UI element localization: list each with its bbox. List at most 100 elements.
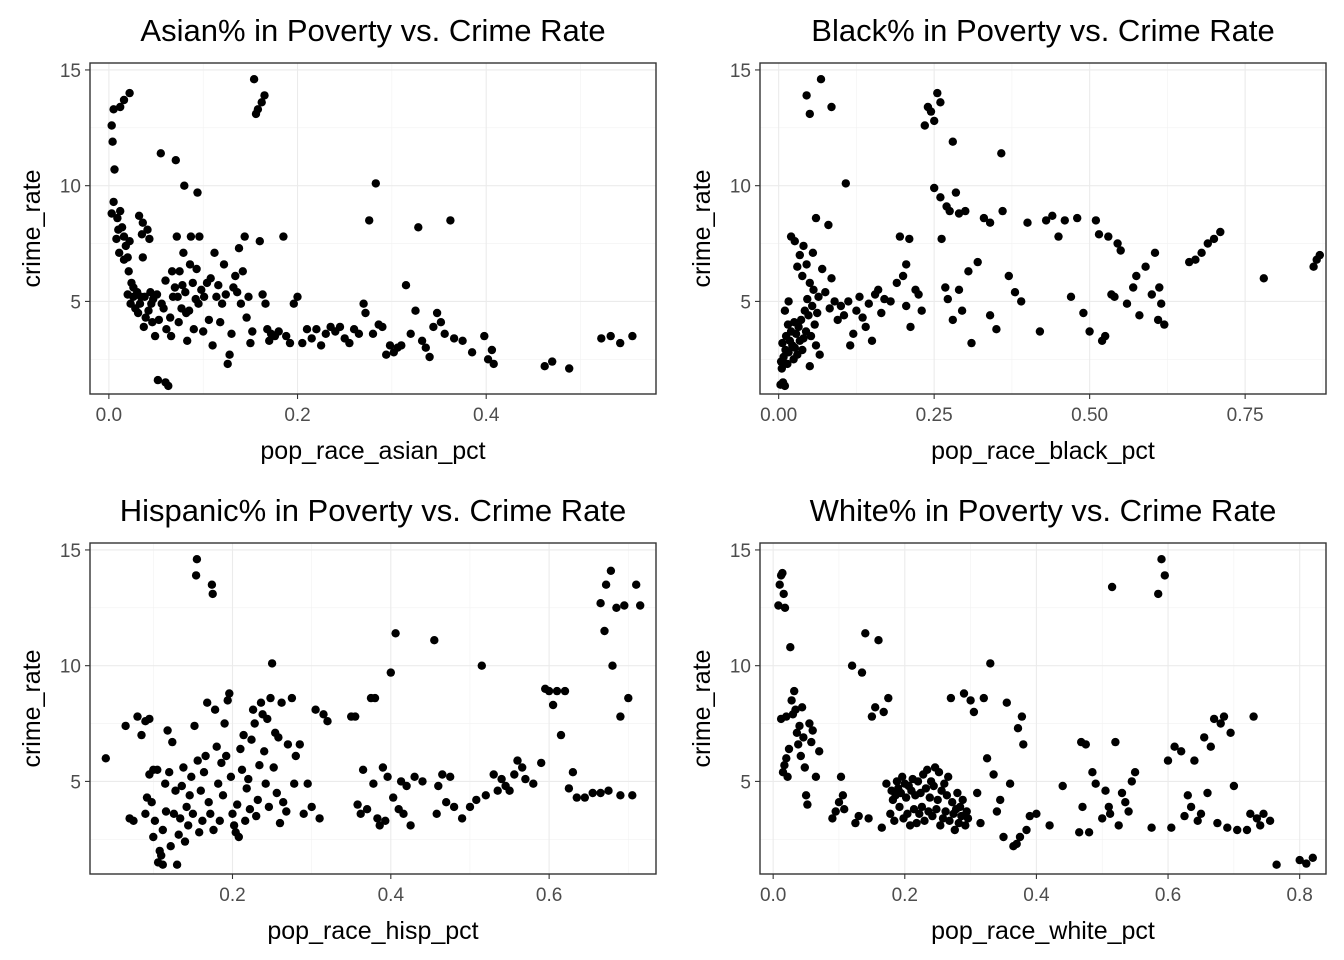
data-point: [383, 772, 392, 781]
data-point: [119, 232, 129, 241]
data-point: [811, 341, 821, 350]
data-point: [588, 788, 597, 798]
panel-border: [759, 62, 1327, 395]
data-point: [411, 306, 420, 315]
data-point: [410, 772, 419, 781]
data-point: [849, 329, 858, 338]
data-point: [1023, 218, 1032, 227]
data-point: [796, 315, 806, 325]
data-point: [936, 193, 945, 202]
data-point: [784, 744, 794, 754]
data-point: [784, 348, 793, 357]
data-point: [193, 188, 202, 197]
data-point: [175, 267, 184, 276]
data-point: [303, 779, 312, 788]
data-point: [979, 693, 988, 703]
data-point: [282, 807, 291, 816]
data-point: [192, 555, 202, 564]
data-point: [943, 294, 952, 304]
data-point: [1203, 788, 1212, 798]
y-tick-label: 5: [740, 292, 751, 313]
data-point: [249, 75, 259, 84]
data-point: [150, 331, 160, 341]
data-point: [989, 770, 998, 779]
data-point: [196, 786, 205, 795]
data-point: [810, 320, 819, 329]
data-point: [335, 322, 345, 332]
data-point: [368, 329, 378, 338]
data-point: [378, 763, 388, 772]
data-point: [793, 262, 802, 271]
data-point: [902, 301, 911, 311]
data-point: [1085, 327, 1094, 336]
data-point: [890, 816, 899, 825]
data-point: [218, 791, 228, 800]
data-point: [930, 116, 939, 126]
data-point: [940, 779, 949, 788]
data-point: [206, 809, 215, 818]
data-point: [1117, 788, 1127, 798]
data-point: [358, 765, 368, 774]
data-point: [792, 728, 802, 737]
data-point: [221, 290, 230, 299]
data-point: [839, 311, 849, 320]
data-point: [833, 315, 842, 325]
data-point: [345, 338, 354, 348]
data-point: [967, 338, 976, 348]
data-point: [1265, 816, 1275, 825]
data-point: [913, 777, 923, 786]
data-point: [1104, 232, 1113, 241]
data-point: [786, 643, 795, 652]
data-point: [877, 823, 886, 832]
data-point: [815, 747, 824, 756]
data-point: [315, 814, 324, 823]
data-point: [806, 331, 816, 341]
data-point: [1035, 327, 1045, 336]
data-point: [227, 329, 236, 338]
data-point: [783, 772, 792, 781]
data-point: [954, 818, 963, 828]
data-point: [418, 777, 427, 786]
data-point: [1200, 733, 1209, 742]
data-point: [616, 712, 625, 721]
data-point: [778, 338, 787, 348]
data-point: [1073, 213, 1082, 223]
data-point: [1219, 712, 1229, 721]
data-point: [432, 308, 442, 318]
data-point: [597, 334, 606, 343]
data-point: [976, 818, 985, 828]
data-point: [606, 331, 615, 341]
data-point: [946, 693, 956, 703]
data-point: [282, 331, 291, 341]
data-point: [144, 306, 153, 315]
data-point: [966, 696, 975, 705]
data-point: [438, 770, 447, 779]
data-point: [825, 304, 834, 313]
data-point: [248, 327, 257, 336]
data-point: [319, 710, 328, 719]
data-point: [882, 779, 891, 788]
plot-area: [90, 63, 656, 394]
data-point: [434, 781, 443, 791]
data-point: [365, 216, 374, 225]
data-point: [529, 779, 538, 788]
data-point: [247, 735, 256, 744]
data-point: [210, 248, 219, 257]
data-point: [814, 292, 823, 301]
data-point: [847, 661, 857, 670]
data-point: [449, 802, 459, 812]
data-point: [838, 791, 848, 800]
data-point: [961, 206, 970, 216]
data-point: [774, 601, 783, 610]
data-point: [260, 91, 269, 100]
data-point: [778, 568, 787, 578]
data-point: [477, 661, 486, 670]
data-point: [992, 325, 1001, 334]
data-point: [378, 322, 387, 332]
data-point: [107, 121, 116, 130]
data-point: [442, 798, 451, 807]
data-point: [242, 313, 251, 322]
data-point: [216, 318, 225, 327]
x-tick-label: 0.4: [378, 885, 405, 906]
data-point: [1157, 555, 1166, 564]
